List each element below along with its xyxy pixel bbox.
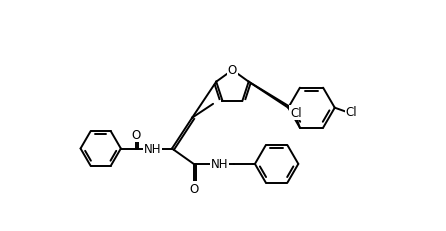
- Text: Cl: Cl: [290, 106, 302, 119]
- Text: O: O: [228, 64, 237, 77]
- Text: NH: NH: [211, 158, 228, 171]
- Text: O: O: [189, 182, 198, 195]
- Text: Cl: Cl: [345, 106, 357, 119]
- Text: O: O: [132, 129, 141, 142]
- Text: NH: NH: [144, 142, 161, 155]
